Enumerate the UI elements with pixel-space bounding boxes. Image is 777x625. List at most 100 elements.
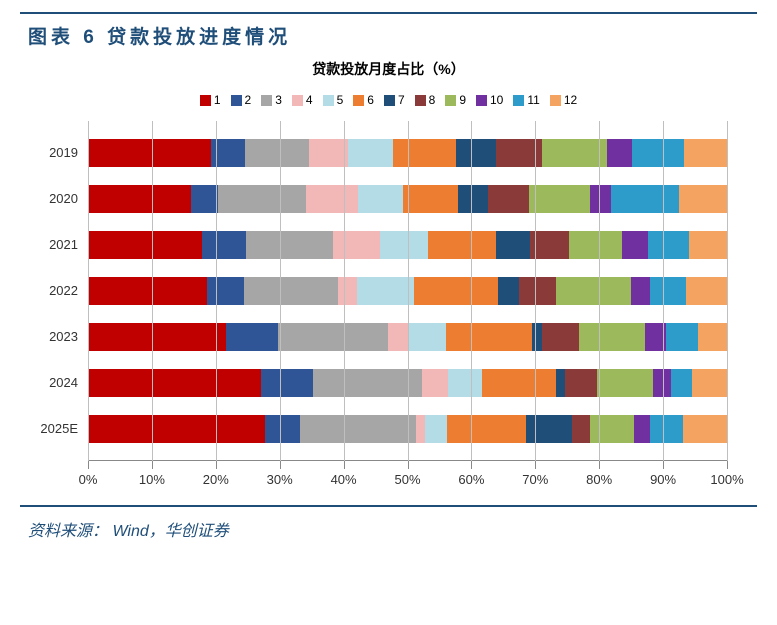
x-tick — [663, 461, 664, 469]
x-tick — [727, 461, 728, 469]
bar-segment — [408, 323, 446, 351]
legend-swatch — [200, 95, 211, 106]
bar-segment — [488, 185, 529, 213]
legend-label: 12 — [564, 93, 577, 107]
bar-segment — [565, 369, 597, 397]
bar-segment — [607, 139, 632, 167]
x-tick — [216, 461, 217, 469]
legend-item: 12 — [550, 93, 577, 107]
x-axis-label: 30% — [267, 472, 293, 487]
gridline — [471, 121, 472, 461]
legend-item: 9 — [445, 93, 466, 107]
bar-segment — [88, 277, 207, 305]
bar-segment — [338, 277, 357, 305]
legend-swatch — [476, 95, 487, 106]
figure-label: 图表 6 — [28, 27, 98, 48]
x-axis-label: 90% — [650, 472, 676, 487]
source-label: 资料来源： — [28, 523, 108, 540]
legend-item: 11 — [513, 93, 539, 107]
y-axis-label: 2019 — [30, 139, 78, 167]
bar-segment — [88, 323, 226, 351]
bar-segment — [679, 185, 727, 213]
legend-label: 7 — [398, 93, 405, 107]
bar-segment — [446, 323, 532, 351]
x-axis-label: 0% — [79, 472, 98, 487]
bar-segment — [88, 369, 261, 397]
bar-segment — [88, 231, 202, 259]
bar-segment — [357, 277, 414, 305]
x-tick — [152, 461, 153, 469]
bar-segment — [666, 323, 697, 351]
x-tick — [280, 461, 281, 469]
source-value: Wind，华创证券 — [112, 523, 228, 540]
figure-title: 贷款投放进度情况 — [107, 27, 291, 48]
bar-segment — [542, 139, 607, 167]
bar-segment — [202, 231, 245, 259]
bar-segment — [498, 277, 518, 305]
bar-segment — [650, 277, 686, 305]
x-axis-label: 70% — [522, 472, 548, 487]
bar-segment — [393, 139, 456, 167]
gridline — [663, 121, 664, 461]
x-axis-label: 40% — [331, 472, 357, 487]
gridline — [280, 121, 281, 461]
bar-segment — [425, 415, 447, 443]
bar-segment — [456, 139, 496, 167]
bar-segment — [428, 231, 496, 259]
bar-segment — [380, 231, 428, 259]
legend-label: 11 — [527, 93, 539, 107]
bar-segment — [358, 185, 403, 213]
bar-segment — [634, 415, 650, 443]
bar-segment — [683, 415, 726, 443]
legend-item: 5 — [323, 93, 344, 107]
bar-segment — [88, 185, 191, 213]
chart-title: 贷款投放月度占比（%） — [30, 59, 747, 79]
bar-segment — [698, 323, 727, 351]
bar-segment — [265, 415, 300, 443]
bar-segment — [569, 231, 622, 259]
y-axis-label: 2021 — [30, 231, 78, 259]
bar-segment — [689, 231, 727, 259]
bar-segment — [686, 277, 727, 305]
legend-swatch — [231, 95, 242, 106]
legend-label: 2 — [245, 93, 252, 107]
bar-segment — [191, 185, 218, 213]
legend-item: 10 — [476, 93, 503, 107]
gridline — [344, 121, 345, 461]
figure-header: 图表 6 贷款投放进度情况 — [28, 22, 777, 49]
y-axis-label: 2022 — [30, 277, 78, 305]
bar-segment — [245, 139, 310, 167]
bar-segment — [650, 415, 684, 443]
x-axis-label: 50% — [394, 472, 420, 487]
legend-swatch — [261, 95, 272, 106]
legend-swatch — [292, 95, 303, 106]
legend-label: 10 — [490, 93, 503, 107]
bar-segment — [496, 231, 531, 259]
bar-segment — [313, 369, 422, 397]
legend-swatch — [384, 95, 395, 106]
x-axis-label: 10% — [139, 472, 165, 487]
chart-container: 贷款投放月度占比（%） 123456789101112 201920202021… — [30, 59, 747, 491]
y-axis-label: 2025E — [30, 415, 78, 443]
gridline — [535, 121, 536, 461]
bar-segment — [88, 415, 265, 443]
bar-segment — [579, 323, 645, 351]
bar-segment — [261, 369, 313, 397]
gridline — [152, 121, 153, 461]
legend-item: 4 — [292, 93, 313, 107]
bar-segment — [388, 323, 408, 351]
gridline — [599, 121, 600, 461]
bar-segment — [684, 139, 727, 167]
x-axis-label: 100% — [710, 472, 743, 487]
legend-swatch — [445, 95, 456, 106]
legend-label: 4 — [306, 93, 313, 107]
bar-segment — [207, 277, 243, 305]
bar-segment — [458, 185, 488, 213]
gridline — [727, 121, 728, 461]
bar-segment — [482, 369, 557, 397]
bar-segment — [416, 415, 426, 443]
legend-swatch — [513, 95, 524, 106]
bar-segment — [590, 415, 633, 443]
bar-segment — [671, 369, 691, 397]
bar-segment — [597, 369, 653, 397]
